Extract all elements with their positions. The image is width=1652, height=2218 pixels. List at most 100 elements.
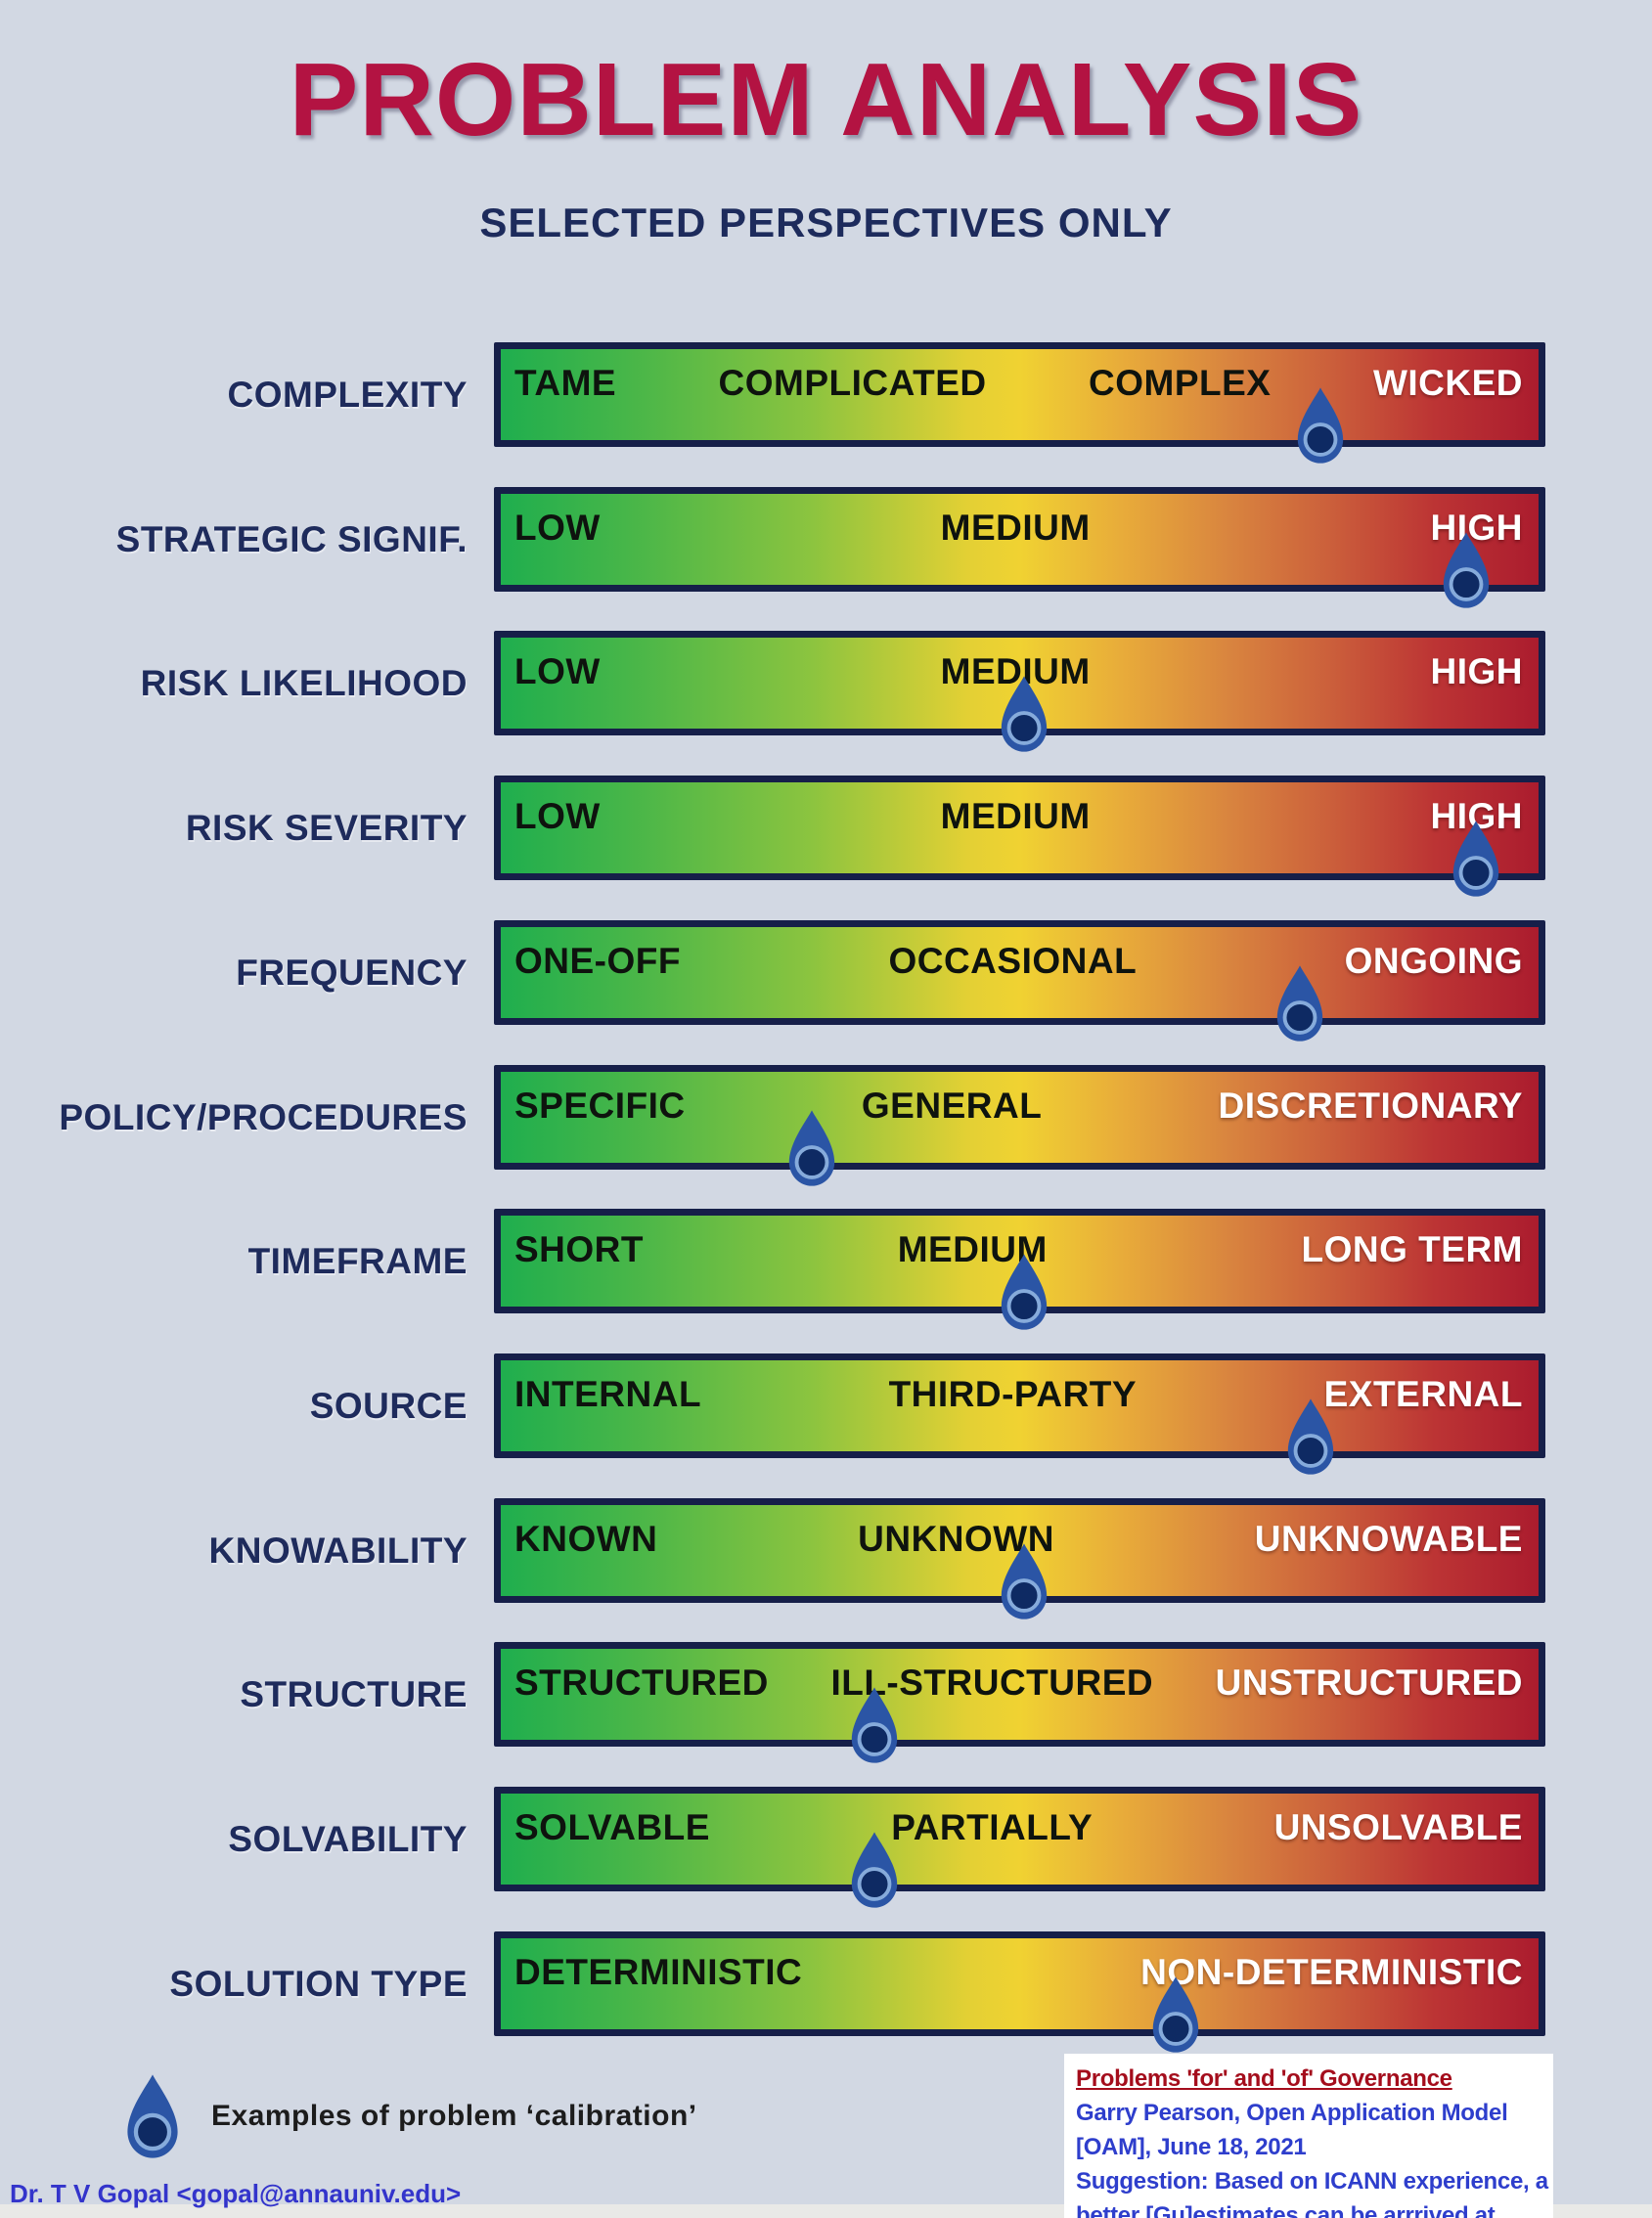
- dimension-label: FREQUENCY: [236, 952, 468, 993]
- scale-label: SOLVABLE: [514, 1806, 710, 1847]
- scale-label: SHORT: [514, 1228, 644, 1269]
- row-source: SOURCE INTERNAL THIRD-PARTY EXTERNAL: [0, 1353, 1652, 1475]
- row-structure: STRUCTURE STRUCTURED ILL-STRUCTURED UNST…: [0, 1642, 1652, 1763]
- calibration-marker: [783, 1108, 840, 1188]
- legend-text: Examples of problem ‘calibration’: [211, 2100, 697, 2132]
- author-credit: Dr. T V Gopal <gopal@annauniv.edu>: [10, 2179, 462, 2208]
- drop-marker-icon: [1443, 532, 1489, 608]
- scale-label: KNOWN: [514, 1518, 658, 1559]
- gradient-bar: TAME COMPLICATED COMPLEX WICKED: [494, 342, 1545, 464]
- scale-label: TAME: [514, 362, 617, 403]
- calibration-marker: [996, 1541, 1052, 1621]
- scale-label: MEDIUM: [940, 507, 1091, 548]
- scale-label: HIGH: [1430, 650, 1523, 691]
- scale-label: LOW: [514, 795, 601, 836]
- row-frequency: FREQUENCY ONE-OFF OCCASIONAL ONGOING: [0, 920, 1652, 1042]
- row-timeframe: TIMEFRAME SHORT MEDIUM LONG TERM: [0, 1209, 1652, 1330]
- scale-label: UNKNOWABLE: [1254, 1518, 1523, 1559]
- row-strategic-signif: STRATEGIC SIGNIF. LOW MEDIUM HIGH: [0, 487, 1652, 608]
- scale-label: EXTERNAL: [1323, 1373, 1523, 1414]
- drop-marker-icon: [1001, 1254, 1047, 1330]
- calibration-marker: [996, 1252, 1052, 1332]
- calibration-marker: [1272, 963, 1328, 1043]
- row-risk-severity: RISK SEVERITY LOW MEDIUM HIGH: [0, 776, 1652, 897]
- scale-label: ONGOING: [1344, 940, 1523, 981]
- dimension-label: SOLVABILITY: [228, 1818, 468, 1859]
- drop-marker-icon: [851, 1687, 898, 1763]
- drop-marker-icon: [1297, 387, 1344, 464]
- note-line: Suggestion: Based on ICANN experience, a: [1076, 2168, 1548, 2195]
- calibration-marker: [1292, 385, 1349, 466]
- gradient-bar: LOW MEDIUM HIGH: [494, 776, 1545, 897]
- dimension-label: RISK LIKELIHOOD: [140, 662, 468, 703]
- scale-label: UNSTRUCTURED: [1215, 1662, 1523, 1703]
- scale-label: STRUCTURED: [514, 1662, 769, 1703]
- note-line: better [Gu]estimates can be arrrived at.: [1076, 2202, 1501, 2218]
- scale-label: DISCRETIONARY: [1218, 1085, 1523, 1126]
- scale-label: WICKED: [1372, 362, 1523, 403]
- scale-label: OCCASIONAL: [888, 940, 1138, 981]
- page-subtitle: SELECTED PERSPECTIVES ONLY: [479, 200, 1173, 245]
- scale-label: HIGH: [1430, 507, 1523, 548]
- row-solvability: SOLVABILITY SOLVABLE PARTIALLY UNSOLVABL…: [0, 1787, 1652, 1908]
- calibration-marker: [1147, 1974, 1204, 2055]
- dimension-label: POLICY/PROCEDURES: [59, 1096, 468, 1137]
- calibration-marker: [846, 1830, 903, 1910]
- drop-marker-icon: [851, 1832, 898, 1908]
- gradient-bar: SPECIFIC GENERAL DISCRETIONARY: [494, 1065, 1545, 1186]
- drop-marker-icon: [1287, 1398, 1333, 1475]
- row-risk-likelihood: RISK LIKELIHOOD LOW MEDIUM HIGH: [0, 631, 1652, 752]
- gradient-bar: LOW MEDIUM HIGH: [494, 631, 1545, 752]
- calibration-marker: [846, 1685, 903, 1765]
- gradient-bar: INTERNAL THIRD-PARTY EXTERNAL: [494, 1353, 1545, 1475]
- note-heading: Problems 'for' and 'of' Governance: [1076, 2065, 1452, 2092]
- scale-label: MEDIUM: [940, 650, 1091, 691]
- dimension-label: KNOWABILITY: [208, 1530, 468, 1571]
- scale-label: LONG TERM: [1301, 1228, 1523, 1269]
- scale-label: MEDIUM: [940, 795, 1091, 836]
- scale-label: THIRD-PARTY: [888, 1373, 1138, 1414]
- row-complexity: COMPLEXITY TAME COMPLICATED COMPLEX WICK…: [0, 342, 1652, 464]
- scale-label: ONE-OFF: [514, 940, 681, 981]
- gradient-bar: DETERMINISTIC NON-DETERMINISTIC: [494, 1931, 1545, 2053]
- gradient-bar: STRUCTURED ILL-STRUCTURED UNSTRUCTURED: [494, 1642, 1545, 1763]
- scale-label: LOW: [514, 507, 601, 548]
- scale-label: GENERAL: [861, 1085, 1043, 1126]
- dimension-label: TIMEFRAME: [247, 1240, 468, 1281]
- scale-label: ILL-STRUCTURED: [830, 1662, 1154, 1703]
- drop-marker-icon: [1152, 1976, 1198, 2053]
- row-policy-procedures: POLICY/PROCEDURES SPECIFIC GENERAL DISCR…: [0, 1065, 1652, 1186]
- dimension-label: STRUCTURE: [240, 1673, 468, 1714]
- dimension-label: RISK SEVERITY: [185, 807, 468, 848]
- drop-marker-icon: [1276, 965, 1323, 1042]
- calibration-marker: [1282, 1397, 1339, 1477]
- scale-label: COMPLEX: [1089, 362, 1272, 403]
- scale-label: LOW: [514, 650, 601, 691]
- dimension-label: COMPLEXITY: [227, 374, 468, 415]
- gradient-bar: SHORT MEDIUM LONG TERM: [494, 1209, 1545, 1330]
- drop-marker-icon: [1453, 821, 1499, 897]
- gradient-bar: SOLVABLE PARTIALLY UNSOLVABLE: [494, 1787, 1545, 1908]
- scale-label: DETERMINISTIC: [514, 1951, 803, 1992]
- page-title: PROBLEM ANALYSIS: [289, 42, 1363, 157]
- drop-marker-icon: [789, 1110, 835, 1186]
- row-knowability: KNOWABILITY KNOWN UNKNOWN UNKNOWABLE: [0, 1498, 1652, 1619]
- scale-label: SPECIFIC: [514, 1085, 686, 1126]
- drop-marker-icon: [1001, 1543, 1047, 1619]
- row-solution-type: SOLUTION TYPE DETERMINISTIC NON-DETERMIN…: [0, 1931, 1652, 2053]
- note-line: Garry Pearson, Open Application Model: [1076, 2100, 1508, 2126]
- dimension-label: SOURCE: [309, 1385, 468, 1426]
- dimension-label: SOLUTION TYPE: [169, 1963, 468, 2004]
- calibration-marker: [1448, 819, 1504, 899]
- scale-label: COMPLICATED: [718, 362, 987, 403]
- scale-label: INTERNAL: [514, 1373, 702, 1414]
- scale-label: UNSOLVABLE: [1273, 1806, 1523, 1847]
- dimension-label: STRATEGIC SIGNIF.: [115, 518, 468, 559]
- calibration-marker: [996, 674, 1052, 754]
- note-box: Problems 'for' and 'of' Governance Garry…: [1064, 2054, 1553, 2218]
- scale-label: NON-DETERMINISTIC: [1140, 1951, 1523, 1992]
- calibration-marker: [1438, 530, 1495, 610]
- drop-marker-icon: [127, 2074, 178, 2158]
- note-line: [OAM], June 18, 2021: [1076, 2134, 1307, 2160]
